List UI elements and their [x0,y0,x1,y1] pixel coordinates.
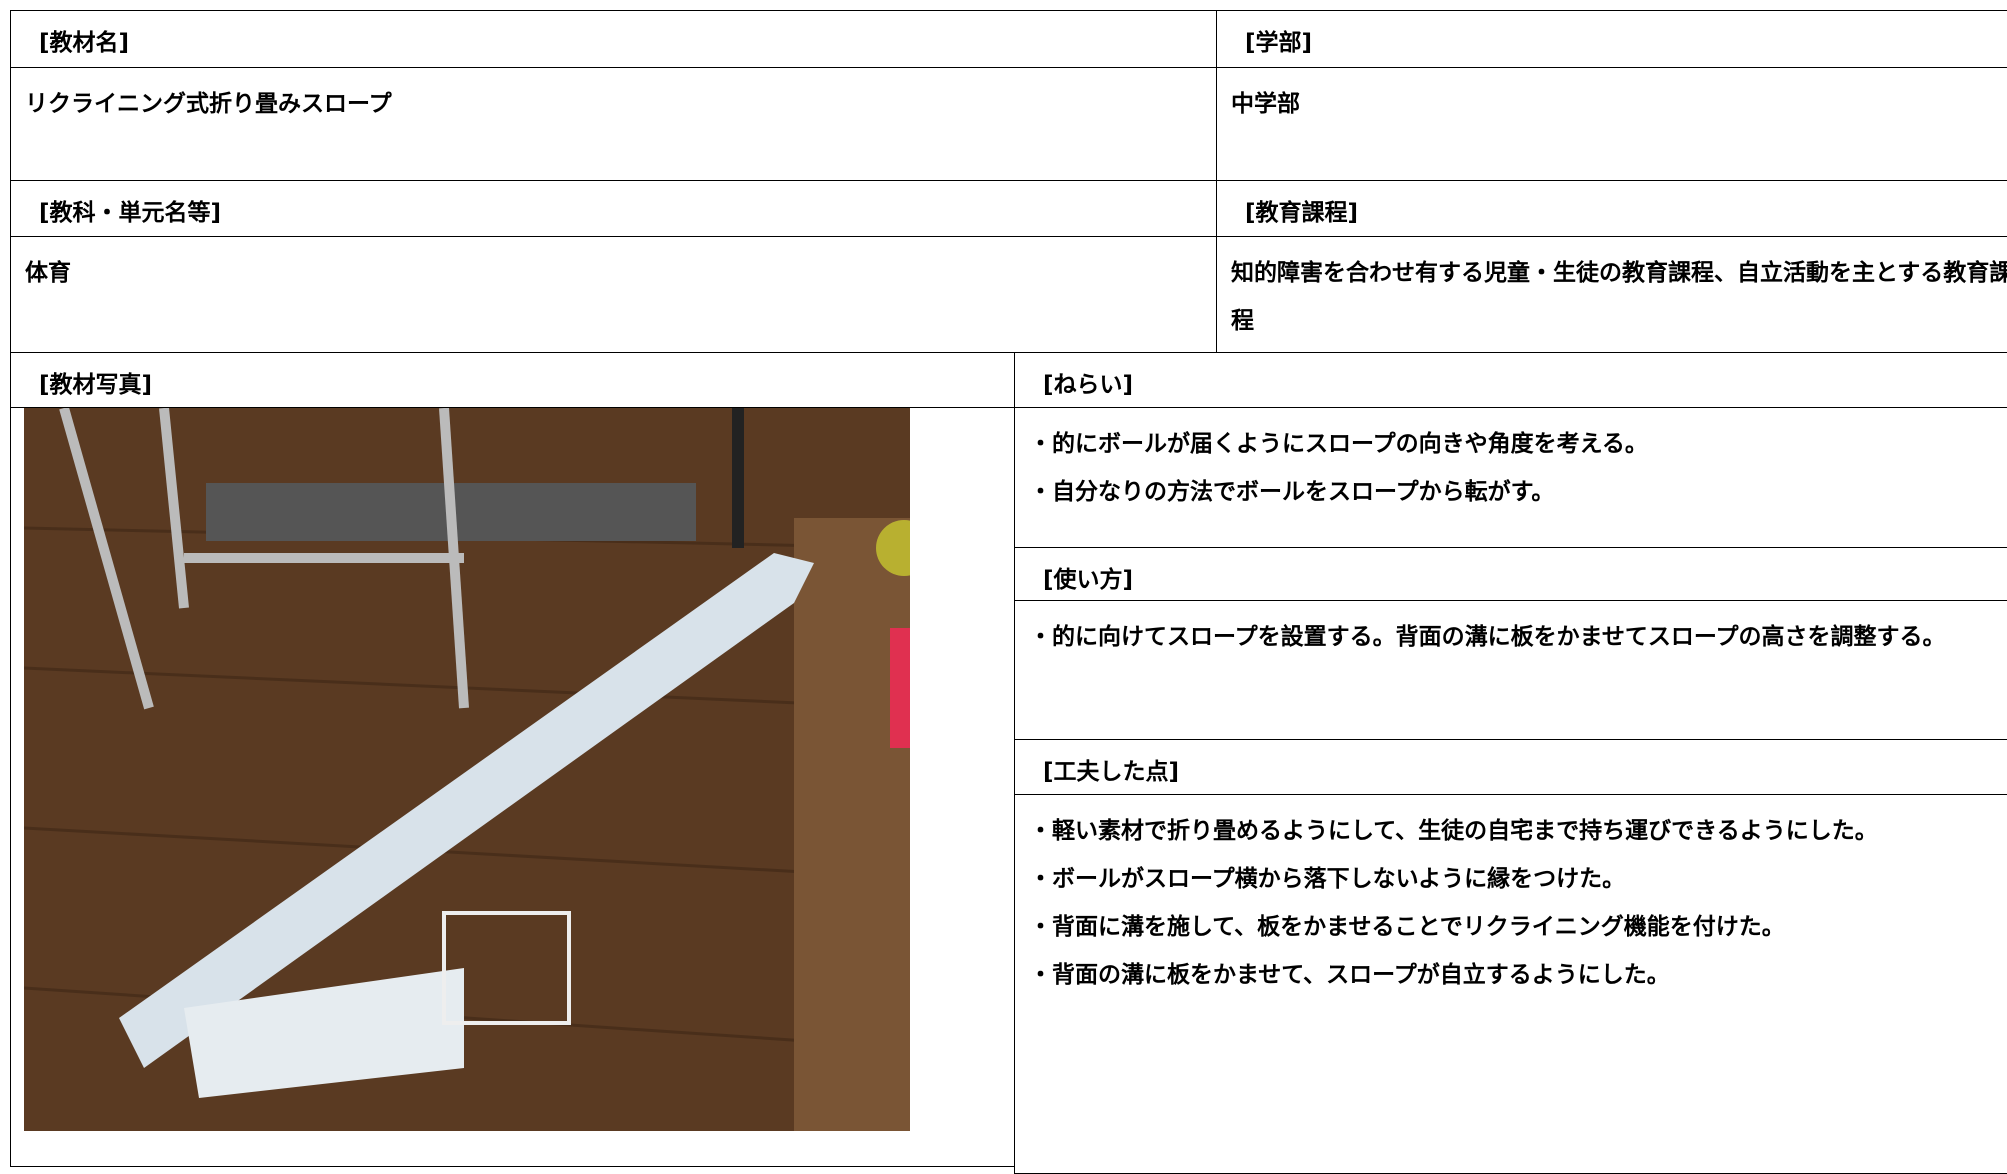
cell: 知的障害を合わせ有する児童・生徒の教育課程、自立活動を主とする教育課程 [1216,236,2007,353]
label: [教科・単元名等] [39,200,222,226]
item: ・自分なりの方法でボールをスロープから転がす。 [1029,479,1555,505]
value: 体育 [25,260,71,286]
label: [教育課程] [1245,200,1359,226]
cell: [使い方] [1014,547,2007,601]
cell: [工夫した点] [1014,739,2007,795]
cell: [教育課程] [1216,180,2007,237]
item: ・軽い素材で折り畳めるようにして、生徒の自宅まで持ち運びできるようにした。 [1029,818,1878,844]
item: ・的にボールが届くようにスロープの向きや角度を考える。 [1029,431,1648,457]
cell: [教材写真] [10,352,1015,408]
value: 知的障害を合わせ有する児童・生徒の教育課程、自立活動を主とする教育課程 [1231,260,2007,334]
label: [使い方] [1043,567,1134,593]
value: リクライニング式折り畳みスロープ [25,91,392,117]
cell: [教材名] [10,10,1217,68]
item: ・背面の溝に板をかませて、スロープが自立するようにした。 [1029,962,1670,988]
label: [教材写真] [39,372,153,398]
photo [24,408,910,1131]
item: ・的に向けてスロープを設置する。背面の溝に板をかませてスロープの高さを調整する。 [1029,624,1946,650]
cell: リクライニング式折り畳みスロープ [10,67,1217,181]
cell: 体育 [10,236,1217,353]
cell: [ねらい] [1014,352,2007,408]
cell: [教科・単元名等] [10,180,1217,237]
item: ・ボールがスロープ横から落下しないように縁をつけた。 [1029,866,1626,892]
label: [工夫した点] [1043,759,1180,785]
cell: 中学部 [1216,67,2007,181]
label: [ねらい] [1043,372,1134,398]
label: [教材名] [39,30,130,56]
label: [学部] [1245,30,1313,56]
item: ・背面に溝を施して、板をかませることでリクライニング機能を付けた。 [1029,914,1785,940]
photo-cell [10,407,1015,1167]
cell: [学部] [1216,10,2007,68]
cell: ・的にボールが届くようにスロープの向きや角度を考える。 ・自分なりの方法でボールを… [1014,407,2007,548]
value: 中学部 [1231,91,1300,117]
cell: ・軽い素材で折り畳めるようにして、生徒の自宅まで持ち運びできるようにした。 ・ボー… [1014,794,2007,1174]
cell: ・的に向けてスロープを設置する。背面の溝に板をかませてスロープの高さを調整する。 [1014,600,2007,740]
